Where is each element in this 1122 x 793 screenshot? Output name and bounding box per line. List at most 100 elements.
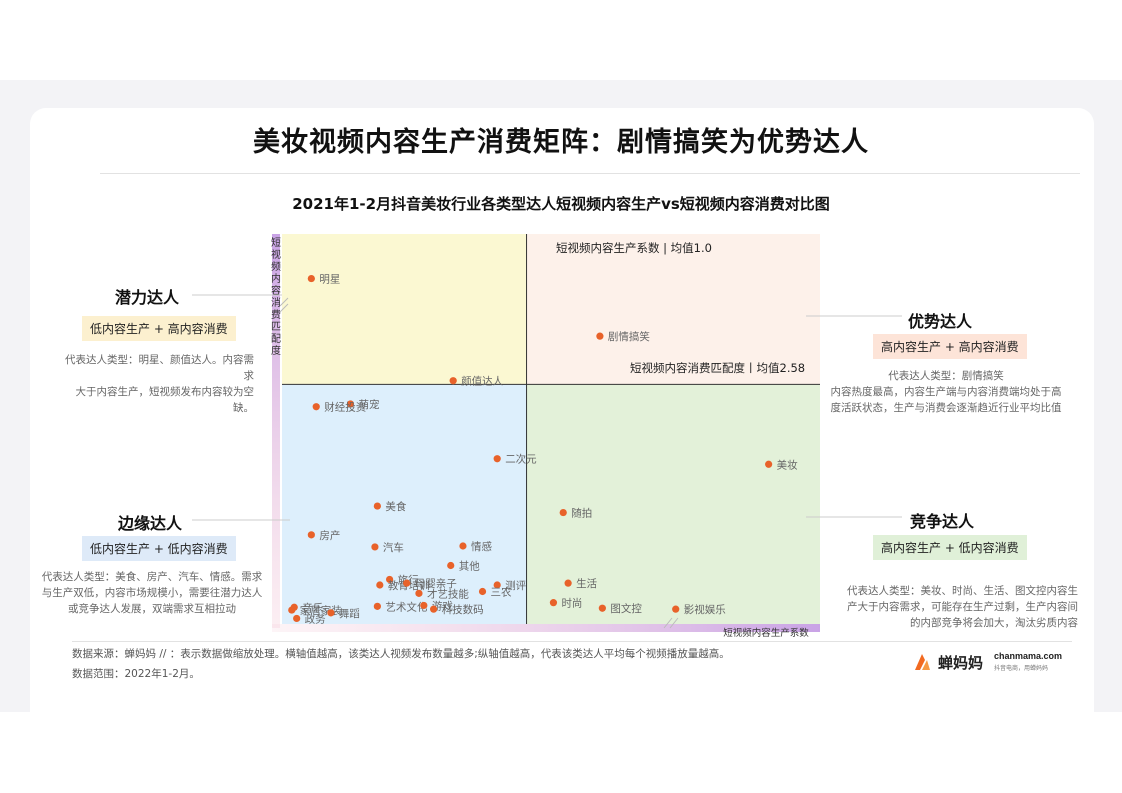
data-point: 财经投资 xyxy=(312,401,366,414)
data-point-marker xyxy=(307,531,315,539)
desc-line: 度活跃状态，生产与消费会逐渐趋近行业平均比值 xyxy=(830,402,1062,414)
data-point: 舞蹈 xyxy=(327,608,360,620)
data-point-label: 生活 xyxy=(576,577,598,590)
data-point-marker xyxy=(559,508,567,517)
quadrant-tag-advantage: 高内容生产 + 高内容消费 xyxy=(873,334,1027,359)
data-source-note: 数据来源：蝉妈妈 // ：表示数据做缩放处理。横轴值越高，该类达人视频发布数量越… xyxy=(72,648,730,660)
data-point-label: 二次元 xyxy=(505,453,537,466)
data-point: 随拍 xyxy=(559,507,592,520)
data-point-label: 艺术文化 xyxy=(385,600,427,613)
data-point-label: 剧情搞笑 xyxy=(608,330,650,343)
data-point: 影视娱乐 xyxy=(672,603,726,616)
quadrant-bottom-right xyxy=(526,384,820,624)
data-point-label: 旅行 xyxy=(398,573,419,586)
data-point-label: 汽车 xyxy=(383,541,404,554)
data-point: 美妆 xyxy=(765,458,798,471)
data-point-label: 美食 xyxy=(385,500,406,513)
x-axis-break-mark xyxy=(663,617,679,629)
data-point-marker xyxy=(373,602,381,610)
data-point-marker xyxy=(459,542,467,550)
footer-divider xyxy=(72,641,1072,642)
data-point: 二次元 xyxy=(493,453,537,466)
data-point-marker xyxy=(493,581,501,589)
data-point-marker xyxy=(371,543,379,551)
data-point-marker xyxy=(430,605,438,613)
data-point-marker xyxy=(288,606,296,614)
data-point: 艺术文化 xyxy=(373,600,428,613)
x-axis-title: 短视频内容生产系数 xyxy=(723,627,809,639)
desc-line: 大于内容生产，短视频发布内容较为空缺。 xyxy=(75,386,255,414)
chanmama-logo-icon xyxy=(915,654,930,670)
desc-line: 产大于内容需求，可能存在生产过剩，生产内容间 xyxy=(847,601,1078,613)
data-point-marker xyxy=(386,575,394,584)
data-point-marker xyxy=(346,400,355,408)
data-point-marker xyxy=(765,460,773,468)
data-point-label: 科技数码 xyxy=(442,603,484,616)
data-point-marker xyxy=(596,332,604,340)
data-range-note: 数据范围：2022年1-2月。 xyxy=(72,668,200,680)
data-point: 测评 xyxy=(493,579,527,592)
data-point-label: 图文控 xyxy=(610,602,642,615)
data-point-marker xyxy=(307,274,315,283)
x-mean-label: 短视频内容生产系数 | 均值1.0 xyxy=(556,241,712,255)
quadrant-title-marginal: 边缘达人 xyxy=(118,514,183,533)
chart-subtitle: 2021年1-2月抖音美妆行业各类型达人短视频内容生产vs短视频内容消费对比图 xyxy=(292,195,830,213)
data-point-label: 情感 xyxy=(471,540,492,553)
data-point-marker xyxy=(373,502,381,510)
data-point-marker xyxy=(672,605,680,613)
data-point: 才艺技能 xyxy=(415,587,469,600)
quadrant-top-left xyxy=(282,234,527,385)
quadrant-desc-competitive: 代表达人类型：美妆、时尚、生活、图文控内容生 产大于内容需求，可能存在生产过剩，… xyxy=(834,583,1078,631)
data-point: 母婴亲子 xyxy=(403,577,457,590)
data-point-label: 其他 xyxy=(459,560,480,573)
data-point-marker xyxy=(403,579,411,587)
brand-name: 蝉妈妈 xyxy=(938,654,984,672)
desc-line: 代表达人类型：明星、颜值达人。内容需求 xyxy=(65,354,254,382)
data-point: 房产 xyxy=(307,529,340,542)
data-point-label: 时尚 xyxy=(561,597,582,610)
data-point: 其他 xyxy=(447,560,480,573)
data-point: 三农 xyxy=(478,586,512,599)
quadrant-desc-advantage: 代表达人类型：剧情搞笑 内容热度最高，内容生产端与内容消费端均处于高 度活跃状态… xyxy=(826,368,1066,416)
data-point-label: 颜值达人 xyxy=(461,375,503,388)
desc-line: 的内部竞争将会加大，淘汰劣质内容 xyxy=(910,617,1078,629)
quadrant-title-competitive: 竞争达人 xyxy=(910,512,975,531)
quadrant-tag-potential: 低内容生产 + 高内容消费 xyxy=(82,316,236,341)
x-axis-bar xyxy=(272,624,820,632)
data-point: 汽车 xyxy=(371,541,404,554)
data-point-marker xyxy=(415,589,423,597)
page-title: 美妆视频内容生产消费矩阵：剧情搞笑为优势达人 xyxy=(253,127,869,158)
quadrant-tag-marginal: 低内容生产 + 低内容消费 xyxy=(82,536,236,561)
data-point-label: 明星 xyxy=(319,274,340,286)
brand-url: chanmama.com xyxy=(994,651,1063,661)
brand-slogan: 抖音电商，用蝉妈妈 xyxy=(994,665,1049,672)
quadrant-top-right xyxy=(526,234,820,385)
data-point-label: 才艺技能 xyxy=(427,587,469,600)
data-point-label: 财经投资 xyxy=(324,401,366,414)
data-point-label: 音乐 xyxy=(302,601,323,614)
data-point-marker xyxy=(493,455,501,463)
quadrant-title-potential: 潜力达人 xyxy=(115,288,180,307)
quadrant-tag-competitive: 高内容生产 + 低内容消费 xyxy=(873,535,1027,560)
chart-svg: 短视频内容消费匹配度 短视频内容生产系数 短视频内容生产系数 | 均值1.0 短… xyxy=(271,234,820,639)
desc-line: 内容热度最高，内容生产端与内容消费端均处于高 xyxy=(830,386,1062,398)
data-point-marker xyxy=(447,561,455,570)
data-point-marker xyxy=(449,377,457,385)
data-point: 生活 xyxy=(564,577,598,590)
data-point: 图文控 xyxy=(598,602,642,615)
quadrant-title-advantage: 优势达人 xyxy=(908,312,973,331)
y-axis-bar xyxy=(272,234,280,628)
data-point: 剧情搞笑 xyxy=(596,330,650,343)
y-axis-title: 短视频内容消费匹配度 xyxy=(271,236,281,357)
data-point-marker xyxy=(598,604,606,612)
data-point: 情感 xyxy=(459,540,492,553)
data-point-label: 萌宠 xyxy=(358,398,379,411)
brand-logo: 蝉妈妈 chanmama.com 抖音电商，用蝉妈妈 xyxy=(910,650,1063,674)
data-point: 明星 xyxy=(307,274,340,286)
data-point-label: 随拍 xyxy=(571,507,592,520)
desc-line: 与生产双低，内容市场规模小，需要往潜力达人 xyxy=(41,587,263,599)
data-point: 科技数码 xyxy=(430,603,484,616)
desc-line: 代表达人类型：美食、房产、汽车、情感。需求 xyxy=(41,571,263,583)
data-point-marker xyxy=(549,599,558,607)
